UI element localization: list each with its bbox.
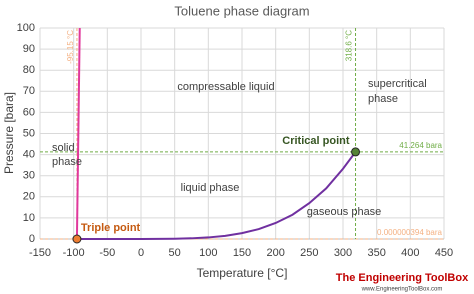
credit: The Engineering ToolBox	[336, 272, 469, 284]
x-tick-label: 50	[169, 247, 181, 259]
chart-title: Toluene phase diagram	[174, 3, 309, 18]
point-label: Critical point	[282, 135, 350, 147]
reference-label: 0.000000394 bara	[377, 228, 443, 237]
y-tick-label: 80	[23, 64, 35, 76]
y-tick-label: 60	[23, 106, 35, 118]
x-tick-label: 150	[233, 247, 251, 259]
x-tick-label: 200	[266, 247, 284, 259]
x-tick-label: 400	[401, 247, 419, 259]
series-line	[75, 27, 81, 240]
y-tick-label: 20	[23, 191, 35, 203]
x-tick-label: 300	[334, 247, 352, 259]
point	[351, 147, 361, 157]
x-tick-label: 100	[199, 247, 217, 259]
series-line	[76, 151, 357, 240]
annotation: gaseous phase	[307, 206, 382, 218]
y-tick-label: 50	[23, 127, 35, 139]
x-axis-title: Temperature [°C]	[197, 266, 288, 280]
y-tick-label: 90	[23, 43, 35, 55]
annotation: phase	[368, 93, 398, 105]
point	[72, 234, 82, 244]
y-tick-label: 10	[23, 212, 35, 224]
y-tick-label: 100	[17, 22, 35, 34]
annotation: solid	[52, 142, 75, 154]
x-tick-label: 450	[435, 247, 453, 259]
x-tick-label: 0	[138, 247, 144, 259]
y-tick-label: 0	[29, 233, 35, 245]
x-tick-label: -50	[99, 247, 115, 259]
y-tick-label: 70	[23, 85, 35, 97]
reference-label: 318.6 °C	[345, 30, 354, 61]
x-tick-label: 350	[367, 247, 385, 259]
credit-url: www.EngineeringToolBox.com	[361, 287, 443, 293]
y-tick-label: 30	[23, 170, 35, 182]
x-tick-label: -150	[29, 247, 51, 259]
annotation: compressable liquid	[177, 81, 274, 93]
reference-label: 41.264 bara	[399, 141, 442, 150]
y-tick-label: 40	[23, 149, 35, 161]
reference-label: -95.15 °C	[66, 30, 75, 64]
point-label: Triple point	[81, 222, 141, 234]
y-axis-title: Pressure [bara]	[2, 92, 16, 174]
annotation: supercritical	[368, 78, 427, 90]
annotation: phase	[52, 156, 82, 168]
x-tick-label: 250	[300, 247, 318, 259]
x-tick-label: -100	[63, 247, 85, 259]
plot-area: 0 10 20 30 40 50 60 70 80 90 100 -150 -100 -50 0 50 100 1…	[17, 22, 454, 259]
annotation: liquid phase	[181, 182, 240, 194]
